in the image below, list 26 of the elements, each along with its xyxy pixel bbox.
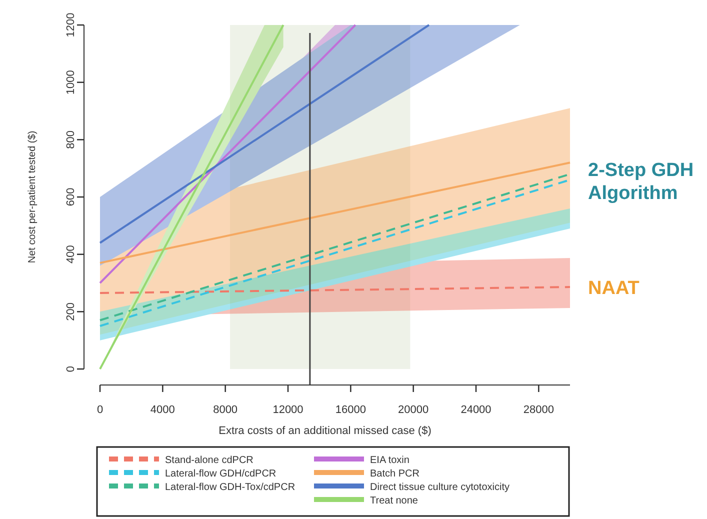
legend-label: Direct tissue culture cytotoxicity [370, 482, 510, 493]
x-axis-title: Extra costs of an additional missed case ($) [218, 425, 432, 437]
x-tick-label: 4000 [150, 404, 175, 416]
annotation: 2-Step GDH Algorithm [588, 160, 694, 204]
x-tick-label: 16000 [335, 404, 366, 416]
x-tick-label: 20000 [398, 404, 429, 416]
legend-label: Stand-alone cdPCR [165, 455, 254, 466]
x-tick-label: 12000 [272, 404, 304, 416]
y-tick-label: 400 [65, 245, 77, 264]
y-axis-title: Net cost per-patient tested ($) [27, 130, 38, 264]
y-tick-label: 800 [65, 130, 77, 149]
x-tick-label: 8000 [213, 404, 238, 416]
legend-label: EIA toxin [370, 455, 410, 466]
annotation: NAAT [588, 278, 640, 300]
legend-label: Lateral-flow GDH/cdPCR [165, 468, 276, 480]
y-tick-label: 0 [65, 366, 77, 372]
y-tick-label: 600 [65, 188, 77, 206]
y-tick-label: 1200 [65, 12, 77, 38]
y-tick-label: 200 [65, 302, 77, 321]
legend-label: Lateral-flow GDH-Tox/cdPCR [165, 482, 296, 493]
x-tick-label: 28000 [523, 404, 554, 416]
x-tick-label: 24000 [460, 404, 492, 416]
legend-label: Batch PCR [370, 468, 420, 480]
legend-label: Treat none [370, 496, 418, 506]
y-tick-label: 1000 [65, 70, 77, 95]
x-tick-label: 0 [96, 404, 104, 416]
